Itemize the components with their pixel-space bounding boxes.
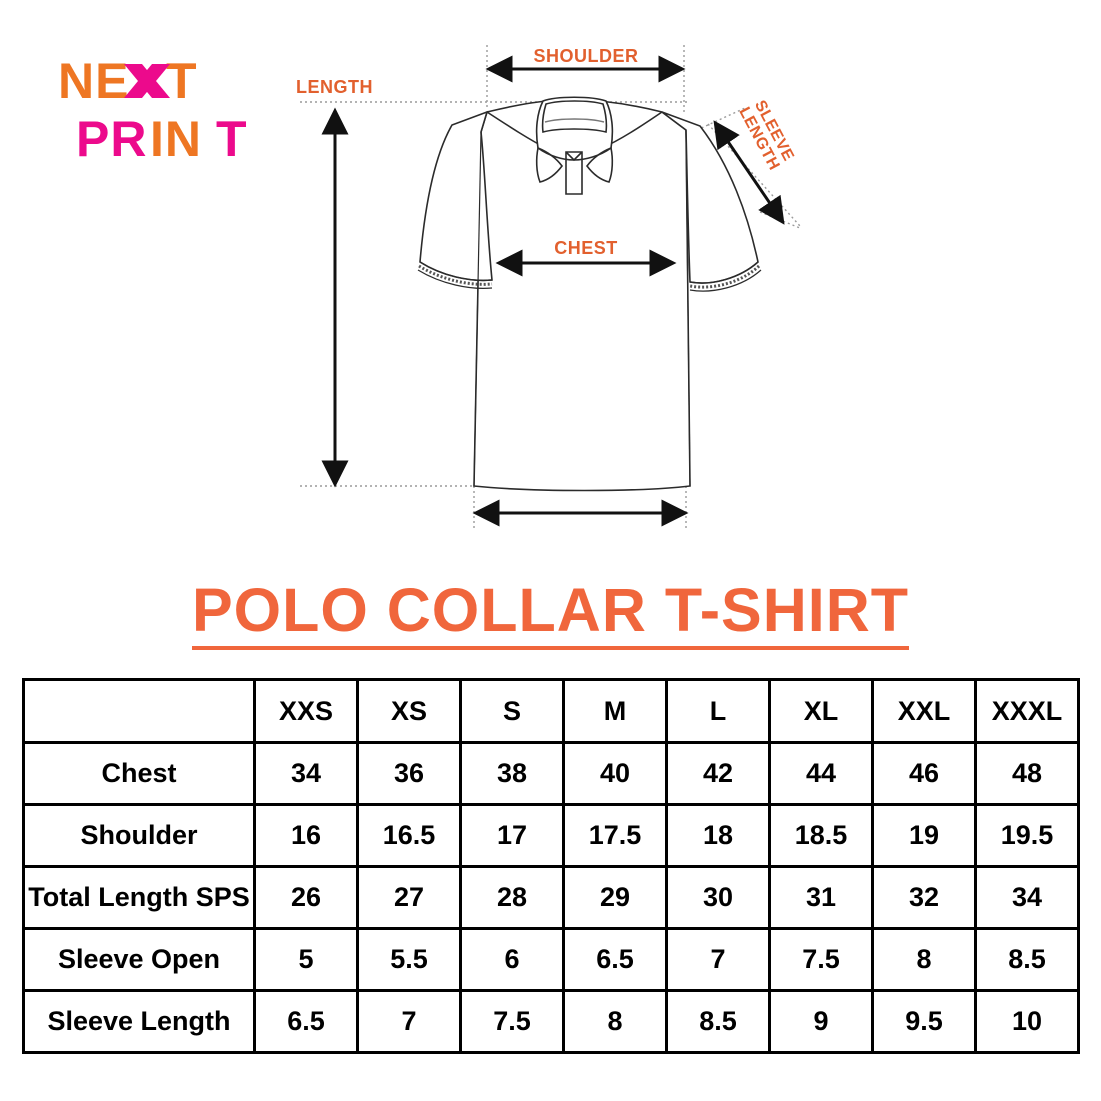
cell-shoulder-xxs: 16 (253, 803, 359, 868)
cell-chest-l: 42 (665, 741, 771, 806)
column-header-xl: XL (768, 678, 874, 744)
row-label-chest: Chest (22, 741, 256, 806)
cell-shoulder-xl: 18.5 (768, 803, 874, 868)
column-header-m: M (562, 678, 668, 744)
table-header-row: XXS XS S M L XL XXL XXXL (22, 678, 1080, 744)
cell-sleeve-open-xl: 7.5 (768, 927, 874, 992)
cell-sleeve-open-xxl: 8 (871, 927, 977, 992)
corner-cell (22, 678, 256, 744)
table-row: Total Length SPS 26 27 28 29 30 31 32 34 (22, 865, 1080, 930)
column-header-s: S (459, 678, 565, 744)
table-row: Chest 34 36 38 40 42 44 46 48 (22, 741, 1080, 806)
cell-sleeve-open-l: 7 (665, 927, 771, 992)
cell-total-length-s: 28 (459, 865, 565, 930)
logo-next-base: NE (58, 56, 129, 109)
logo-print-in: IN (150, 111, 202, 166)
cell-sleeve-length-l: 8.5 (665, 989, 771, 1054)
logo-next-tail: T (166, 56, 198, 109)
chart-title-wrap: POLO COLLAR T-SHIRT (0, 580, 1101, 650)
cell-sleeve-length-xs: 7 (356, 989, 462, 1054)
cell-total-length-xxl: 32 (871, 865, 977, 930)
cell-sleeve-length-m: 8 (562, 989, 668, 1054)
logo-print-pr: PR (76, 111, 147, 166)
cell-chest-m: 40 (562, 741, 668, 806)
polo-shirt-illustration (417, 96, 762, 492)
brand-logo: NE T PR IN T (58, 56, 288, 166)
column-header-xxs: XXS (253, 678, 359, 744)
cell-shoulder-s: 17 (459, 803, 565, 868)
table-row: Shoulder 16 16.5 17 17.5 18 18.5 19 19.5 (22, 803, 1080, 868)
cell-sleeve-length-xxxl: 10 (974, 989, 1080, 1054)
cell-chest-xxxl: 48 (974, 741, 1080, 806)
page-title: POLO COLLAR T-SHIRT (191, 580, 910, 650)
label-length: LENGTH (296, 77, 373, 97)
column-header-xs: XS (356, 678, 462, 744)
cell-total-length-l: 30 (665, 865, 771, 930)
size-table-head: XXS XS S M L XL XXL XXXL (22, 678, 1080, 744)
label-chest: CHEST (554, 238, 618, 258)
cell-sleeve-open-m: 6.5 (562, 927, 668, 992)
cell-chest-xxs: 34 (253, 741, 359, 806)
cell-chest-xl: 44 (768, 741, 874, 806)
row-label-sleeve-length: Sleeve Length (22, 989, 256, 1054)
row-label-shoulder: Shoulder (22, 803, 256, 868)
cell-sleeve-length-s: 7.5 (459, 989, 565, 1054)
cell-total-length-m: 29 (562, 865, 668, 930)
logo-x-mark (124, 64, 170, 98)
size-table-wrap: XXS XS S M L XL XXL XXXL Chest 34 36 38 … (22, 678, 1080, 1054)
size-table: XXS XS S M L XL XXL XXXL Chest 34 36 38 … (22, 678, 1080, 1054)
label-sleeve-length-group: SLEEVE LENGTH (735, 98, 797, 174)
cell-chest-s: 38 (459, 741, 565, 806)
cell-sleeve-open-xs: 5.5 (356, 927, 462, 992)
measurement-diagram-graphic: LENGTH SHOULDER CHEST SLEEVE LENGTH (296, 45, 801, 528)
row-label-total-length-sps: Total Length SPS (22, 865, 256, 930)
cell-shoulder-xxl: 19 (871, 803, 977, 868)
table-row: Sleeve Open 5 5.5 6 6.5 7 7.5 8 8.5 (22, 927, 1080, 992)
table-row: Sleeve Length 6.5 7 7.5 8 8.5 9 9.5 10 (22, 989, 1080, 1054)
cell-sleeve-length-xxl: 9.5 (871, 989, 977, 1054)
cell-shoulder-m: 17.5 (562, 803, 668, 868)
cell-sleeve-length-xxs: 6.5 (253, 989, 359, 1054)
logo-print-t: T (216, 111, 248, 166)
cell-sleeve-length-xl: 9 (768, 989, 874, 1054)
brand-logo-graphic: NE T PR IN T (58, 56, 248, 166)
cell-shoulder-l: 18 (665, 803, 771, 868)
cell-sleeve-open-s: 6 (459, 927, 565, 992)
cell-total-length-xxxl: 34 (974, 865, 1080, 930)
cell-shoulder-xxxl: 19.5 (974, 803, 1080, 868)
cell-sleeve-open-xxxl: 8.5 (974, 927, 1080, 992)
row-label-sleeve-open: Sleeve Open (22, 927, 256, 992)
cell-shoulder-xs: 16.5 (356, 803, 462, 868)
sleeve-length-arrow (713, 120, 785, 225)
cell-total-length-xs: 27 (356, 865, 462, 930)
cell-chest-xxl: 46 (871, 741, 977, 806)
cell-chest-xs: 36 (356, 741, 462, 806)
cell-total-length-xl: 31 (768, 865, 874, 930)
cell-sleeve-open-xxs: 5 (253, 927, 359, 992)
measurement-diagram: LENGTH SHOULDER CHEST SLEEVE LENGTH (296, 45, 801, 528)
column-header-xxl: XXL (871, 678, 977, 744)
size-table-body: Chest 34 36 38 40 42 44 46 48 Shoulder 1… (22, 741, 1080, 1054)
column-header-l: L (665, 678, 771, 744)
label-shoulder: SHOULDER (533, 46, 638, 66)
column-header-xxxl: XXXL (974, 678, 1080, 744)
cell-total-length-xxs: 26 (253, 865, 359, 930)
